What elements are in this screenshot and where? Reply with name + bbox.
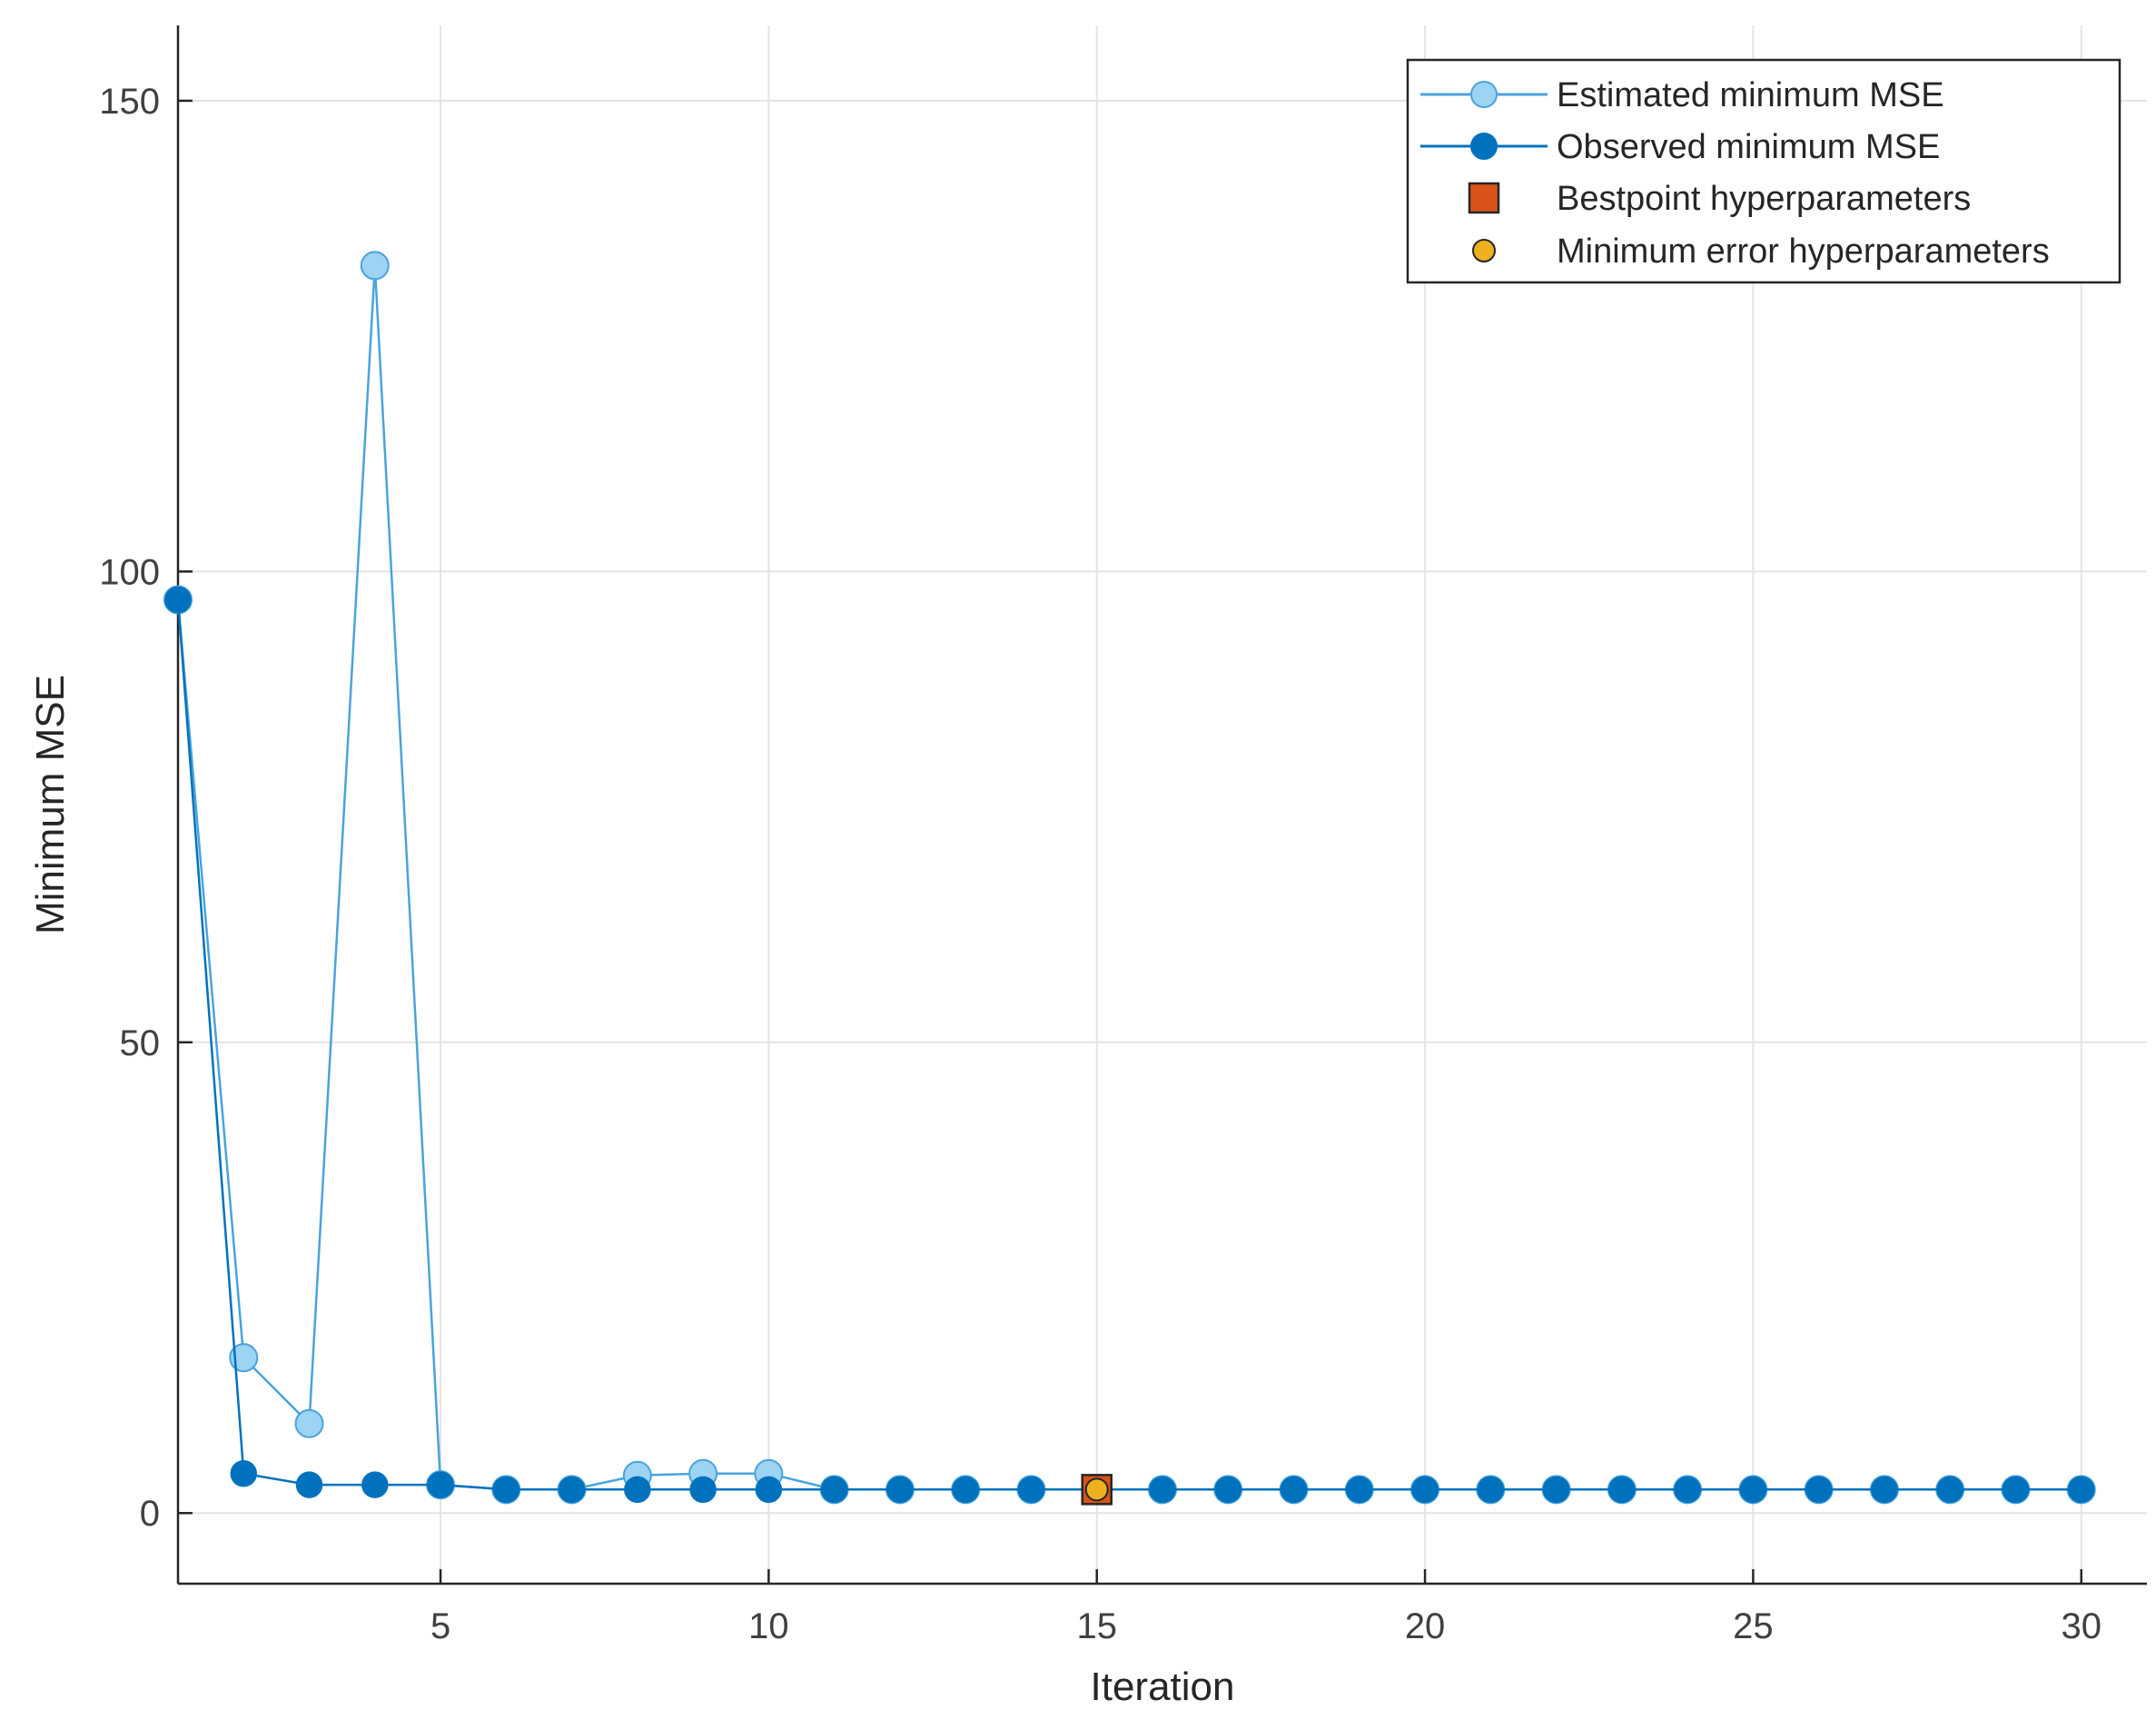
legend-marker-estimated-minimum-mse [1470,81,1498,108]
point-observed-minimum-mse-3 [295,1471,323,1498]
y-axis-label: Minimum MSE [28,675,73,934]
point-observed-minimum-mse-6 [492,1476,520,1504]
point-observed-minimum-mse-7 [558,1476,586,1504]
y-axis-ticks: 0 50 100 150 [99,82,193,1534]
legend-label-observed-minimum-mse: Observed minimum MSE [1557,128,1940,166]
point-observed-minimum-mse-28 [1936,1476,1963,1504]
point-observed-minimum-mse-1 [164,586,192,614]
x-tick-label-30: 30 [2061,1606,2102,1646]
point-observed-minimum-mse-16 [1149,1476,1176,1504]
legend-item-minimum-error-hyperparameters: Minimum error hyperparameters [1472,232,2050,271]
point-observed-minimum-mse-14 [1017,1476,1045,1504]
point-observed-minimum-mse-5 [427,1471,454,1498]
y-tick-label-150: 150 [99,82,160,122]
legend-item-bestpoint-hyperparameters: Bestpoint hyperparameters [1468,180,1971,218]
point-observed-minimum-mse-27 [1871,1476,1898,1504]
legend-label-minimum-error-hyperparameters: Minimum error hyperparameters [1557,232,2050,271]
point-observed-minimum-mse-22 [1542,1476,1570,1504]
legend-marker-bestpoint-hyperparameters [1468,182,1500,214]
point-observed-minimum-mse-12 [886,1476,914,1504]
point-observed-minimum-mse-20 [1411,1476,1439,1504]
y-tick-label-50: 50 [120,1023,161,1063]
x-tick-label-10: 10 [748,1606,789,1646]
point-observed-minimum-mse-4 [361,1471,389,1498]
point-observed-minimum-mse-9 [689,1476,717,1504]
legend-marker-minimum-error-hyperparameters [1472,239,1496,262]
point-estimated-minimum-mse-2 [229,1343,259,1373]
legend-label-bestpoint-hyperparameters: Bestpoint hyperparameters [1557,180,1971,218]
point-estimated-minimum-mse-3 [294,1408,324,1438]
point-observed-minimum-mse-21 [1477,1476,1505,1504]
point-observed-minimum-mse-30 [2067,1476,2095,1504]
point-observed-minimum-mse-8 [624,1476,651,1504]
point-observed-minimum-mse-17 [1214,1476,1242,1504]
series-line-estimated-minimum-mse [176,265,2082,1491]
legend-box [1406,58,2121,284]
point-observed-minimum-mse-11 [820,1476,848,1504]
legend-label-estimated-minimum-mse: Estimated minimum MSE [1557,76,1944,114]
point-observed-minimum-mse-26 [1805,1476,1833,1504]
series-estimated-minimum-mse [163,251,2096,1505]
point-observed-minimum-mse-13 [952,1476,979,1504]
y-tick-label-100: 100 [99,552,160,592]
point-observed-minimum-mse-29 [2002,1476,2030,1504]
y-tick-label-0: 0 [140,1494,160,1534]
legend-marker-observed-minimum-mse [1470,133,1498,160]
x-axis-ticks: 5 10 15 20 25 30 [430,1569,2102,1646]
legend: Estimated minimum MSE Observed minimum MS… [1406,58,2121,284]
legend-item-estimated-minimum-mse: Estimated minimum MSE [1420,76,1944,114]
point-observed-minimum-mse-24 [1674,1476,1701,1504]
x-tick-label-20: 20 [1405,1606,1446,1646]
point-observed-minimum-mse-10 [755,1476,783,1504]
point-observed-minimum-mse-2 [230,1459,258,1487]
point-observed-minimum-mse-19 [1346,1476,1373,1504]
x-tick-label-15: 15 [1076,1606,1117,1646]
point-estimated-minimum-mse-4 [360,251,390,281]
marker-minimum-error-hyperparameters [1084,1477,1109,1502]
x-axis-label: Iteration [1091,1665,1235,1709]
x-tick-label-5: 5 [430,1606,450,1646]
special-markers [1081,1474,1113,1506]
x-tick-label-25: 25 [1733,1606,1774,1646]
series-layer [163,251,2096,1505]
axes [176,25,2147,1586]
legend-item-observed-minimum-mse: Observed minimum MSE [1420,128,1940,166]
point-observed-minimum-mse-23 [1608,1476,1636,1504]
point-observed-minimum-mse-18 [1280,1476,1308,1504]
series-observed-minimum-mse [164,586,2095,1504]
point-observed-minimum-mse-25 [1739,1476,1767,1504]
series-line-observed-minimum-mse [176,599,2082,1491]
